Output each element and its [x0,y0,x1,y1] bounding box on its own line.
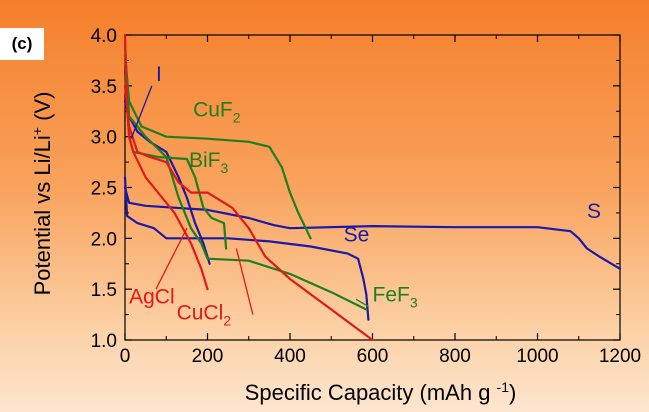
cucl2-leader [235,248,254,315]
panel-label: (c) [0,28,44,60]
series-label-s: S [587,200,601,223]
series-line-s [123,186,622,270]
series-label-i: I [156,63,162,86]
x-tick-label: 600 [357,346,389,367]
series-label-cuf2: CuF2 [193,98,241,125]
y-tick-label: 2.0 [91,229,117,250]
series-label-agcl: AgCl [129,285,175,308]
y-axis-title: Potential vs Li/Li+ (V) [29,92,55,296]
y-tick-label: 1.0 [91,331,117,352]
series-label-cucl2: CuCl2 [177,302,232,329]
y-tick-label: 2.5 [91,179,117,200]
series-label-bif3: BiF3 [189,149,229,176]
x-axis-title: Specific Capacity (mAh g -1) [245,379,517,405]
series-line-se [123,176,370,321]
x-tick-label: 1000 [516,346,558,367]
y-tick-label: 4.0 [91,26,117,47]
series-line-cuf2 [123,54,312,240]
series-label-se: Se [344,223,370,246]
y-tick-label: 3.5 [91,77,117,98]
series-line-fef3 [123,44,368,311]
x-tick-label: 200 [192,346,224,367]
i-leader [130,85,153,139]
fef3-leader [355,298,369,308]
series-line-cucl2 [123,84,374,342]
x-tick-label: 0 [120,346,131,367]
series-label-fef3: FeF3 [373,283,418,310]
y-tick-label: 1.5 [91,280,117,301]
x-tick-label: 400 [274,346,306,367]
agcl-leader [155,227,188,290]
x-tick-label: 1200 [599,346,641,367]
x-tick-label: 800 [439,346,471,367]
series-line-i [123,100,211,265]
y-tick-label: 3.0 [91,128,117,149]
